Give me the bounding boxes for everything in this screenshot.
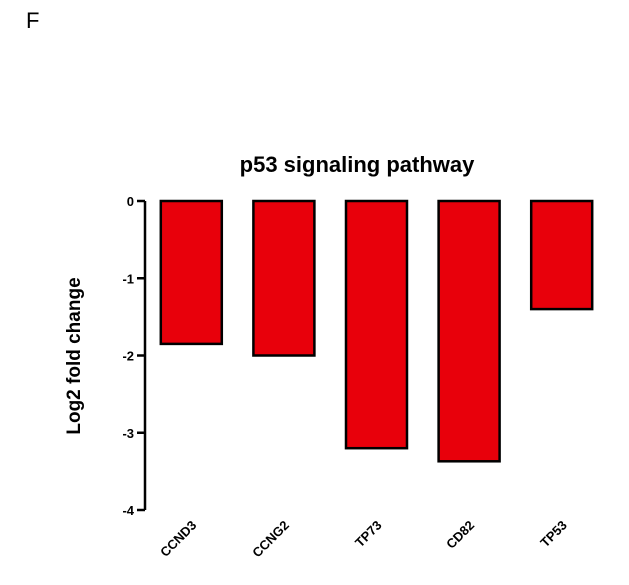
y-tick-label: -4 <box>122 503 134 518</box>
bar-cd82 <box>437 199 501 463</box>
bar-ccng2 <box>252 199 316 357</box>
y-tick-label: -1 <box>122 271 134 286</box>
y-tick-label: -2 <box>122 349 134 364</box>
bar-ccnd3 <box>159 199 224 346</box>
chart-title: p53 signaling pathway <box>240 152 475 177</box>
x-tick-label: CD82 <box>443 518 477 552</box>
bar-tp53 <box>529 199 594 311</box>
y-axis-label: Log2 fold change <box>64 277 85 434</box>
y-tick-label: -3 <box>122 426 134 441</box>
bar-tp73 <box>344 199 409 450</box>
x-tick-label: TP73 <box>352 518 385 551</box>
y-tick-label: 0 <box>127 194 134 209</box>
x-tick-label: TP53 <box>537 518 570 551</box>
x-tick-label: CCND3 <box>157 518 199 560</box>
x-tick-label: CCNG2 <box>249 518 292 561</box>
bars-group <box>159 199 594 463</box>
panel-label: F <box>26 8 40 33</box>
